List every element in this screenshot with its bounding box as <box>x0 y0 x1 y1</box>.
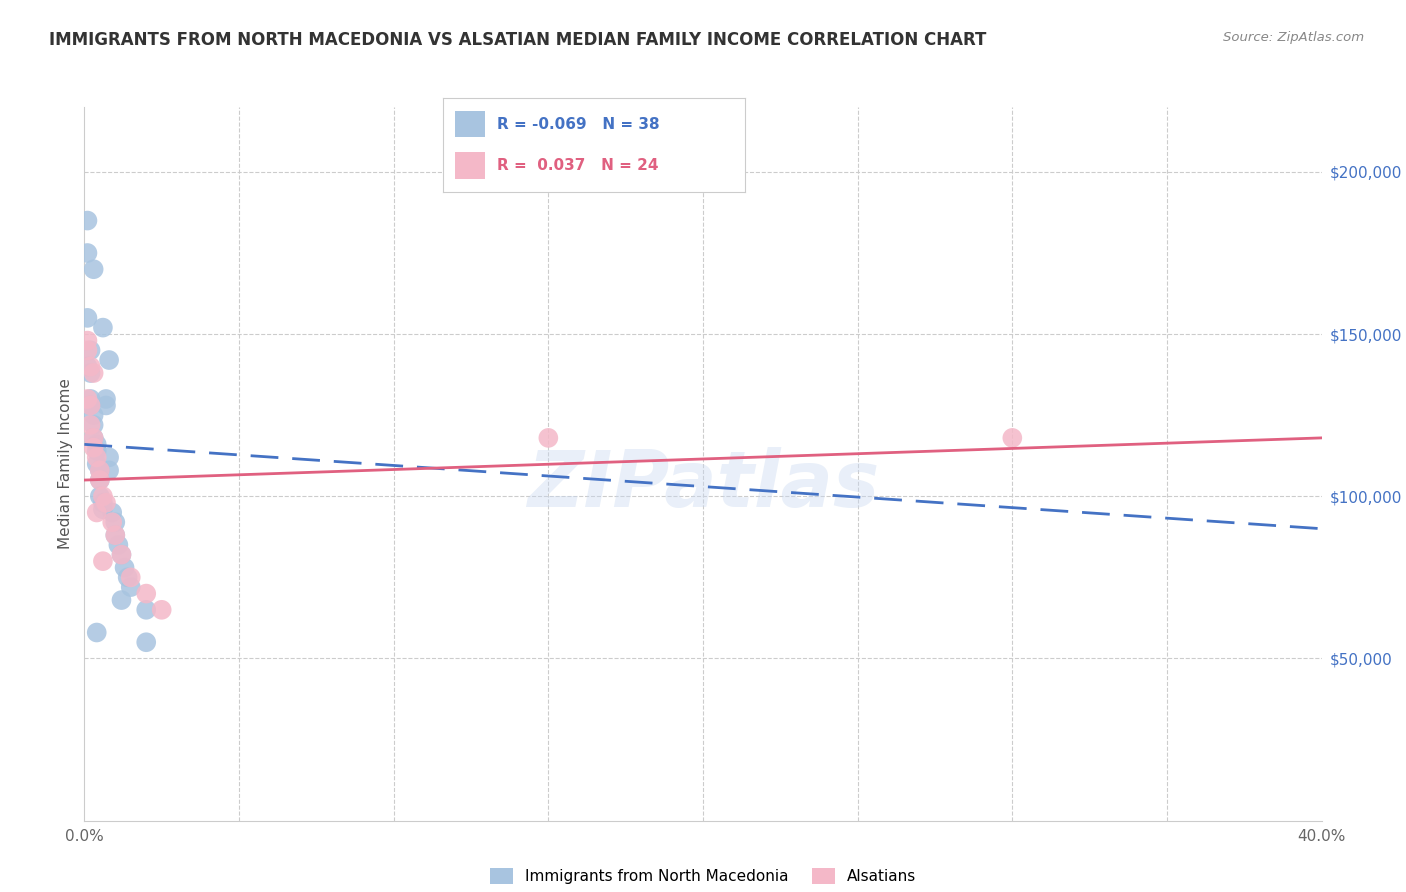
Point <box>110 548 132 562</box>
Point <box>150 603 173 617</box>
Point <box>89 463 111 477</box>
Point <box>79 399 101 413</box>
Point <box>91 320 114 334</box>
Point <box>83 408 105 422</box>
Point <box>89 473 111 487</box>
Point <box>76 246 98 260</box>
Point <box>135 586 157 600</box>
Point <box>104 528 127 542</box>
Point <box>76 359 98 374</box>
Point <box>101 515 124 529</box>
Point <box>1001 431 1024 445</box>
Point <box>76 310 98 325</box>
Point <box>114 560 136 574</box>
Bar <box>456 112 485 137</box>
Point <box>91 502 114 516</box>
Point <box>89 463 111 477</box>
Text: R =  0.037   N = 24: R = 0.037 N = 24 <box>498 158 659 173</box>
Legend: Immigrants from North Macedonia, Alsatians: Immigrants from North Macedonia, Alsatia… <box>491 869 915 884</box>
Point <box>94 392 117 406</box>
Point <box>83 431 105 445</box>
Point <box>91 489 114 503</box>
Point <box>135 603 157 617</box>
Point <box>83 262 105 277</box>
Point <box>83 431 105 445</box>
Point <box>91 554 114 568</box>
Point <box>89 489 111 503</box>
Point <box>98 353 121 368</box>
Point <box>76 392 98 406</box>
Point <box>86 506 108 520</box>
Point <box>120 580 142 594</box>
Point <box>101 506 124 520</box>
Point <box>98 450 121 465</box>
Point <box>117 570 139 584</box>
Point <box>537 431 560 445</box>
Point <box>83 417 105 432</box>
Point <box>86 625 108 640</box>
Point <box>86 443 108 458</box>
Point <box>83 441 105 455</box>
Point <box>104 528 127 542</box>
Point <box>76 213 98 227</box>
Point <box>86 437 108 451</box>
Point <box>76 343 98 358</box>
Bar <box>456 153 485 178</box>
Point <box>110 593 132 607</box>
Point <box>79 359 101 374</box>
Point <box>79 399 101 413</box>
Text: Source: ZipAtlas.com: Source: ZipAtlas.com <box>1223 31 1364 45</box>
Point <box>76 334 98 348</box>
Point <box>98 463 121 477</box>
Point <box>94 399 117 413</box>
Point <box>107 538 129 552</box>
Y-axis label: Median Family Income: Median Family Income <box>58 378 73 549</box>
Point <box>86 457 108 471</box>
Point <box>86 450 108 465</box>
Point <box>120 570 142 584</box>
Text: R = -0.069   N = 38: R = -0.069 N = 38 <box>498 117 659 132</box>
Point <box>94 496 117 510</box>
Text: IMMIGRANTS FROM NORTH MACEDONIA VS ALSATIAN MEDIAN FAMILY INCOME CORRELATION CHA: IMMIGRANTS FROM NORTH MACEDONIA VS ALSAT… <box>49 31 987 49</box>
Point <box>91 496 114 510</box>
Point <box>89 473 111 487</box>
Point <box>79 417 101 432</box>
Point <box>79 366 101 380</box>
Point <box>135 635 157 649</box>
Point <box>79 392 101 406</box>
Point <box>104 515 127 529</box>
Text: ZIPatlas: ZIPatlas <box>527 447 879 524</box>
Point <box>110 548 132 562</box>
Point <box>79 343 101 358</box>
Point <box>83 366 105 380</box>
